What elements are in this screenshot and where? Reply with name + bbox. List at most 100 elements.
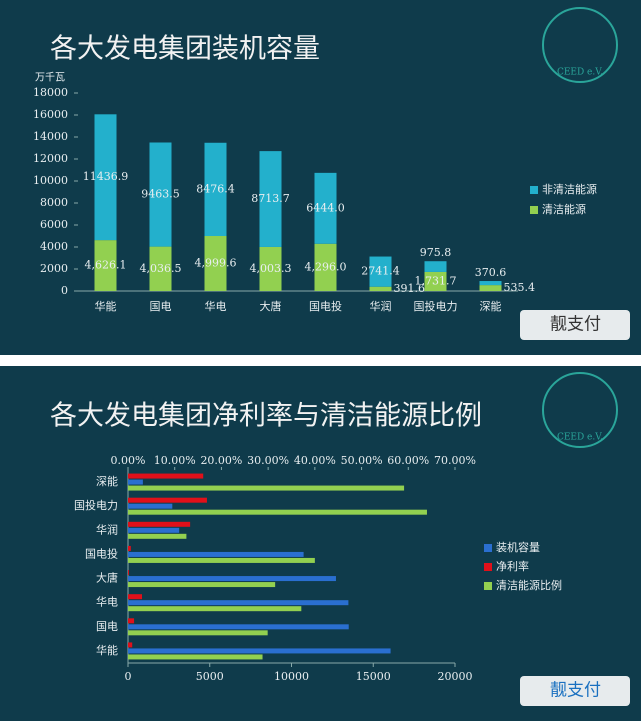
bar-segment [94, 240, 117, 291]
value-label: 1,731.7 [415, 274, 457, 287]
watermark-box [520, 310, 630, 340]
x-tick-label: 深能 [480, 299, 502, 313]
bar-segment [369, 286, 392, 291]
y-tick-label: 2000 [40, 262, 68, 275]
legend-label: 装机容量 [496, 540, 540, 554]
legend-swatch [484, 563, 492, 571]
bar-segment [94, 114, 117, 241]
bar-segment [314, 172, 337, 244]
legend-swatch [530, 186, 538, 194]
legend-swatch [484, 582, 492, 590]
logo-text: CEED e.V. [557, 433, 603, 443]
y-tick-label: 国投电力 [74, 498, 118, 512]
bar-segment [204, 142, 227, 237]
legend-label: 非清洁能源 [542, 182, 597, 196]
bar-segment [149, 142, 172, 247]
value-label: 9463.5 [141, 188, 180, 201]
y-tick-label: 18000 [33, 86, 68, 99]
legend-swatch [530, 206, 538, 214]
watermark: 靓支付 [550, 315, 601, 335]
y-tick-label: 10000 [33, 174, 68, 187]
x-tick-label: 20000 [438, 670, 473, 683]
y-tick-label: 大唐 [96, 571, 118, 585]
value-label: 4,036.5 [140, 262, 182, 275]
bar [128, 618, 135, 624]
x2-tick-label: 30.00% [247, 454, 289, 467]
bar [128, 557, 315, 563]
legend-label: 清洁能源 [542, 202, 586, 216]
chart-title: 各大发电集团装机容量 [50, 34, 320, 65]
logo-text: CEED e.V. [557, 68, 603, 78]
bar [128, 606, 302, 612]
bar [128, 509, 427, 515]
logo: CEED e.V. CEED e.V. [542, 7, 618, 448]
x-tick-label: 华润 [370, 299, 392, 313]
watermark-box [520, 676, 630, 706]
bar [128, 570, 129, 576]
logo-ring [542, 7, 618, 83]
value-label: 370.6 [475, 266, 507, 279]
x2-tick-label: 60.00% [387, 454, 429, 467]
y-tick-label: 8000 [40, 196, 68, 209]
x-tick-label: 国电投 [309, 299, 342, 313]
y-tick-label: 国电投 [85, 546, 118, 560]
value-label: 975.8 [420, 246, 452, 259]
y-tick-label: 华能 [96, 643, 118, 657]
value-label: 8713.7 [251, 192, 290, 205]
bar-segment [314, 243, 337, 291]
watermark: 靓支付 [550, 681, 601, 701]
bar [128, 624, 349, 630]
bar [128, 473, 204, 479]
value-label: 4,626.1 [85, 259, 127, 272]
bar [128, 654, 263, 660]
x-tick-label: 15000 [356, 670, 391, 683]
value-label: 4,999.6 [195, 257, 237, 270]
bar [128, 479, 143, 485]
chart-title: 各大发电集团净利率与清洁能源比例 [50, 401, 482, 432]
legend-label: 清洁能源比例 [496, 578, 562, 592]
bar [128, 521, 191, 527]
value-label: 8476.4 [196, 182, 235, 195]
y-tick-label: 深能 [96, 474, 118, 488]
bar-segment [479, 285, 502, 291]
bar-segment [259, 151, 282, 247]
bar [128, 600, 349, 606]
bar-segment [149, 246, 172, 291]
value-label: 2741.4 [361, 265, 400, 278]
value-label: 4,003.3 [250, 262, 292, 275]
bar [128, 485, 405, 491]
x-tick-label: 国电 [150, 300, 172, 313]
bar [128, 497, 207, 503]
x2-tick-label: 10.00% [154, 454, 196, 467]
y-tick-label: 12000 [33, 152, 68, 165]
bar-segment [479, 281, 502, 286]
logo-ring [542, 372, 618, 448]
bar [128, 576, 336, 582]
x-tick-label: 5000 [196, 670, 224, 683]
value-label: 391.6 [394, 282, 426, 295]
x-tick-label: 华能 [95, 299, 117, 313]
x2-tick-label: 40.00% [294, 454, 336, 467]
bar [128, 642, 133, 648]
value-label: 6444.0 [306, 201, 345, 214]
panel-background [0, 366, 641, 721]
bar [128, 551, 304, 557]
bar-segment [424, 261, 447, 272]
bar-segment [259, 246, 282, 291]
bar [128, 533, 187, 539]
x-tick-label: 大唐 [260, 299, 282, 313]
y-tick-label: 16000 [33, 108, 68, 121]
x-tick-label: 0 [125, 670, 132, 683]
bar-segment [424, 271, 447, 291]
y-tick-label: 0 [61, 284, 68, 297]
bar [128, 545, 131, 551]
bar-segment [369, 256, 392, 287]
y-tick-label: 4000 [40, 240, 68, 253]
y-axis-unit: 万千瓦 [35, 72, 65, 84]
bar [128, 630, 268, 636]
y-tick-label: 14000 [33, 130, 68, 143]
legend-label: 净利率 [496, 559, 529, 573]
x-tick-label: 华电 [205, 299, 227, 313]
y-tick-label: 6000 [40, 218, 68, 231]
